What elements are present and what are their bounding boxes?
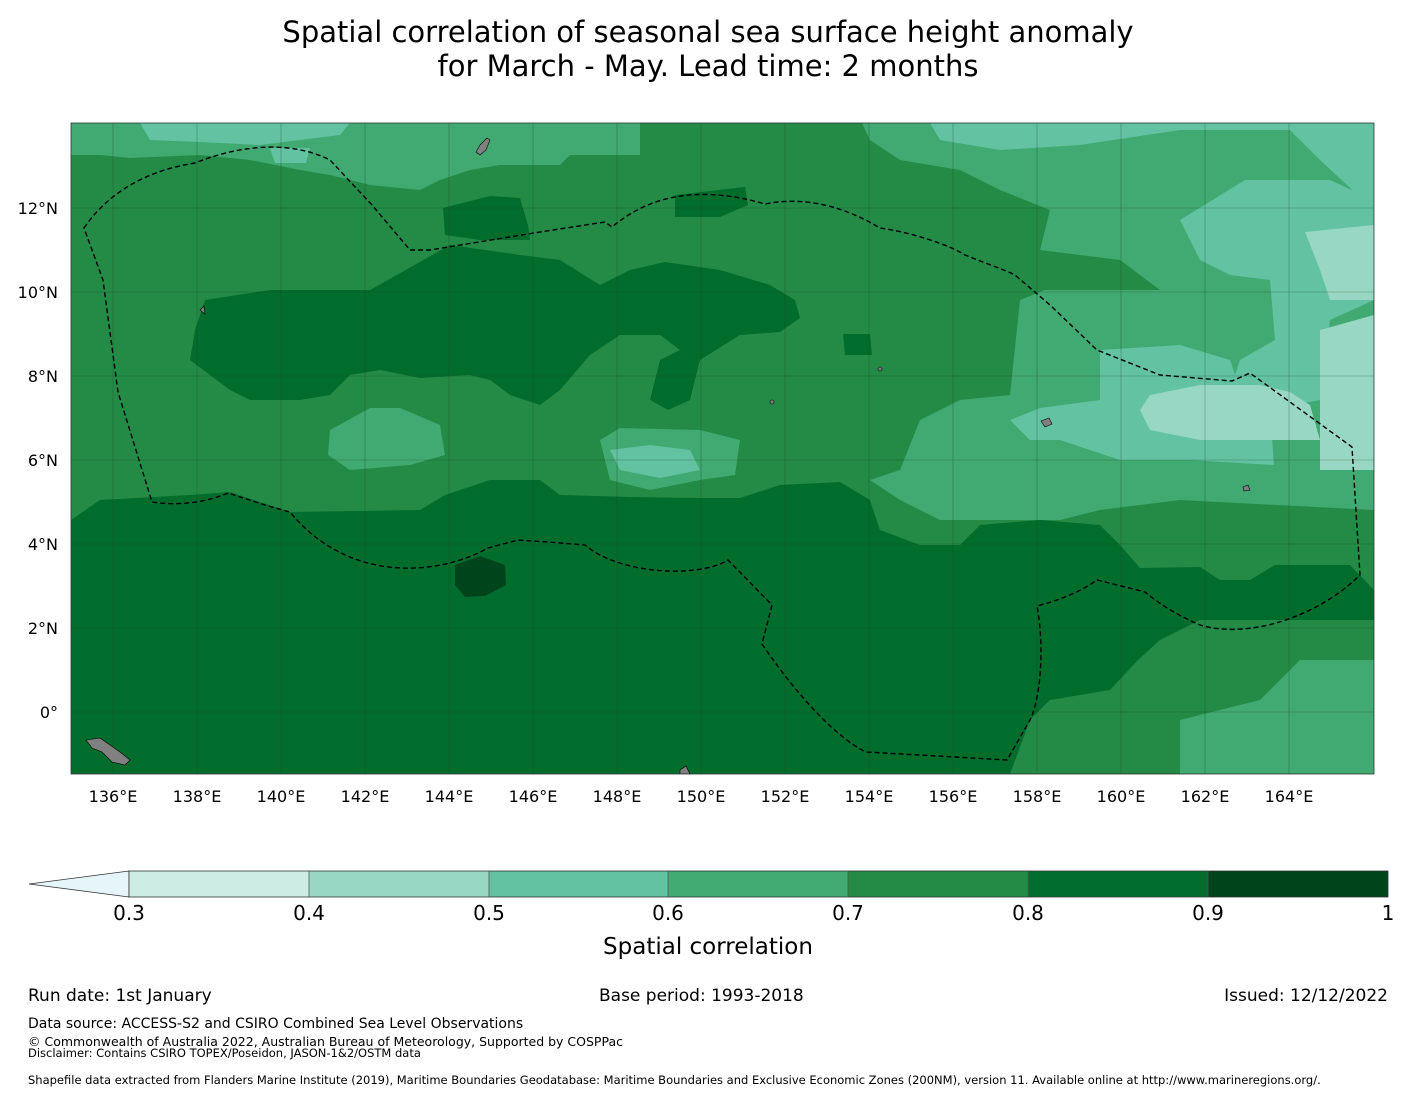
- field-05-pocket: [610, 445, 700, 478]
- colorbar-tick: 0.5: [473, 901, 505, 925]
- yap-island: [199, 305, 206, 315]
- colorbar-bin-05: [489, 871, 668, 897]
- field-09-pocket: [455, 556, 506, 597]
- lat-label: 4°N: [28, 535, 58, 554]
- field-04-east-edge: [1320, 315, 1374, 470]
- field-05-top-star: [270, 148, 310, 163]
- atoll-1: [877, 366, 883, 372]
- colorbar-tick: 0.4: [293, 901, 325, 925]
- lon-label: 150°E: [677, 787, 726, 806]
- colorbar-tick: 0.7: [832, 901, 864, 925]
- lat-label: 6°N: [28, 451, 58, 470]
- new-guinea-islands: [85, 737, 131, 766]
- manus-island: [679, 765, 691, 774]
- chart-title-line2: for March - May. Lead time: 2 months: [437, 49, 979, 83]
- copyright: © Commonwealth of Australia 2022, Austra…: [28, 1034, 623, 1049]
- lon-label: 136°E: [89, 787, 138, 806]
- run-date: Run date: 1st January: [28, 986, 212, 1006]
- field-08-central-band: [190, 245, 800, 410]
- field-08-south: [71, 480, 1374, 774]
- shapefile-credit: Shapefile data extracted from Flanders M…: [28, 1073, 1321, 1087]
- kosrae-island: [1242, 484, 1251, 492]
- colorbar-extend-arrow: [28, 870, 130, 898]
- lat-label: 10°N: [18, 283, 58, 302]
- lon-label: 148°E: [593, 787, 642, 806]
- lon-label: 142°E: [341, 787, 390, 806]
- colorbar-tick: 1: [1382, 901, 1395, 925]
- base-period: Base period: 1993-2018: [599, 986, 804, 1006]
- field-06-southeast: [1180, 660, 1374, 774]
- field-08-east-south: [1250, 575, 1350, 612]
- colorbar-bin-09: [1208, 871, 1388, 897]
- lat-label: 2°N: [28, 619, 58, 638]
- chuuk-island: [1040, 417, 1053, 428]
- colorbar-label: Spatial correlation: [603, 934, 813, 960]
- lon-label: 152°E: [761, 787, 810, 806]
- lon-label: 140°E: [257, 787, 306, 806]
- colorbar-bin-08: [1028, 871, 1208, 897]
- field-04-far-east: [1305, 225, 1374, 300]
- field-05-top-right: [930, 123, 1374, 210]
- atoll-2: [769, 399, 775, 405]
- colorbar-tick: 0.8: [1012, 901, 1044, 925]
- lon-label: 146°E: [509, 787, 558, 806]
- lon-label: 154°E: [845, 787, 894, 806]
- colorbar-bin-07: [848, 871, 1028, 897]
- colorbar: 0.3 0.4 0.5 0.6 0.7 0.8 0.9 1 Spatial co…: [28, 870, 1395, 960]
- colorbar-tick: 0.3: [113, 901, 145, 925]
- lon-label: 160°E: [1097, 787, 1146, 806]
- lon-label: 164°E: [1265, 787, 1314, 806]
- lon-label: 162°E: [1181, 787, 1230, 806]
- disclaimer: Disclaimer: Contains CSIRO TOPEX/Poseido…: [28, 1046, 421, 1060]
- correlation-field: [71, 123, 1374, 774]
- lat-label: 8°N: [28, 367, 58, 386]
- map-frame: [70, 122, 1375, 775]
- colorbar-tick: 0.6: [652, 901, 684, 925]
- data-source: Data source: ACCESS-S2 and CSIRO Combine…: [28, 1016, 524, 1032]
- lon-label: 138°E: [173, 787, 222, 806]
- lon-label: 144°E: [425, 787, 474, 806]
- landmasses: [85, 137, 1251, 774]
- colorbar-bin-03: [129, 871, 309, 897]
- lon-label: 156°E: [929, 787, 978, 806]
- field-05-top-left: [140, 123, 350, 145]
- guam-island: [475, 137, 491, 156]
- lon-label: 158°E: [1013, 787, 1062, 806]
- field-06-west-mid: [328, 408, 445, 470]
- eez-boundary: [83, 146, 1361, 761]
- colorbar-tick: 0.9: [1192, 901, 1224, 925]
- field-08-small-isle: [843, 334, 872, 355]
- lat-label: 0°: [40, 703, 58, 722]
- chart-title-line1: Spatial correlation of seasonal sea surf…: [282, 15, 1134, 49]
- field-08-north-blob: [443, 196, 530, 240]
- lat-label: 12°N: [18, 199, 58, 218]
- issued-date: Issued: 12/12/2022: [1224, 986, 1388, 1006]
- gridlines: [71, 123, 1374, 774]
- colorbar-frame: [128, 870, 1389, 898]
- field-04-east-band: [1140, 385, 1320, 440]
- field-08-north-small: [675, 187, 748, 217]
- latitude-labels: 12°N 10°N 8°N 6°N 4°N 2°N 0°: [18, 199, 58, 722]
- colorbar-bin-06: [668, 871, 848, 897]
- longitude-labels: 136°E 138°E 140°E 142°E 144°E 146°E 148°…: [89, 787, 1314, 806]
- colorbar-bin-04: [309, 871, 489, 897]
